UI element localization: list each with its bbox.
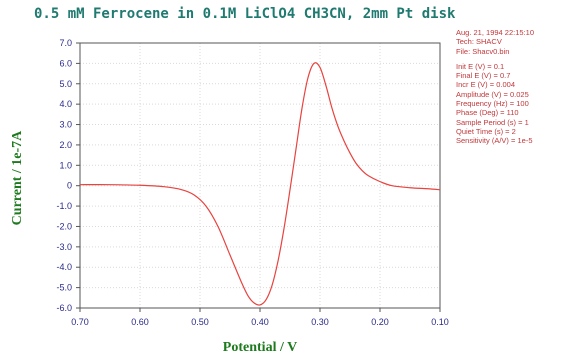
y-tick-label: -5.0	[56, 283, 72, 293]
info-param: Sample Period (s) = 1	[456, 117, 529, 127]
y-tick-label: -3.0	[56, 242, 72, 252]
x-tick-label: 0.10	[431, 317, 449, 327]
x-tick-label: 0.50	[191, 317, 209, 327]
x-ticks: 0.70 0.60 0.50 0.40 0.30 0.20 0.10	[71, 308, 449, 327]
x-tick-label: 0.40	[251, 317, 269, 327]
y-tick-label: 0	[67, 181, 72, 191]
x-axis-label: Potential / V	[222, 340, 298, 355]
info-param: Final E (V) = 0.7	[456, 71, 511, 81]
y-tick-label: 7.0	[59, 38, 72, 48]
info-param: Amplitude (V) = 0.025	[456, 89, 529, 99]
info-param: Sensitivity (A/V) = 1e-5	[456, 136, 533, 146]
y-tick-label: 3.0	[59, 120, 72, 130]
x-tick-label: 0.60	[131, 317, 149, 327]
y-tick-label: -1.0	[56, 201, 72, 211]
series-group	[79, 62, 441, 306]
x-tick-label: 0.70	[71, 317, 89, 327]
info-param: Phase (Deg) = 110	[456, 108, 519, 118]
experiment-info-panel: Aug. 21, 1994 22:15:10 Tech: SHACV File:…	[456, 28, 578, 146]
x-tick-label: 0.20	[371, 317, 389, 327]
y-tick-label: 5.0	[59, 79, 72, 89]
info-date-time: Aug. 21, 1994 22:15:10	[456, 28, 534, 37]
y-tick-label: -6.0	[56, 303, 72, 313]
y-tick-label: 2.0	[59, 140, 72, 150]
info-param: Quiet Time (s) = 2	[456, 126, 516, 136]
series-line	[79, 62, 441, 306]
y-tick-label: 4.0	[59, 99, 72, 109]
y-tick-label: 1.0	[59, 160, 72, 170]
x-tick-label: 0.30	[311, 317, 329, 327]
info-tech: Tech: SHACV	[456, 37, 502, 47]
chart-title: 0.5 mM Ferrocene in 0.1M LiClO4 CH3CN, 2…	[34, 6, 456, 22]
y-tick-label: -2.0	[56, 221, 72, 231]
y-ticks: 7.0 6.0 5.0 4.0 3.0 2.0 1.0 0 -1.0 -2.0 -3.0 -4.0 -5…	[56, 38, 80, 313]
grid	[80, 43, 440, 308]
info-param: Init E (V) = 0.1	[456, 61, 505, 71]
y-tick-label: -4.0	[56, 262, 72, 272]
y-tick-label: 6.0	[59, 58, 72, 68]
info-file: File: Shacv0.bin	[456, 46, 510, 56]
info-param: Incr E (V) = 0.004	[456, 80, 515, 90]
info-param: Frequency (Hz) = 100	[456, 99, 529, 109]
